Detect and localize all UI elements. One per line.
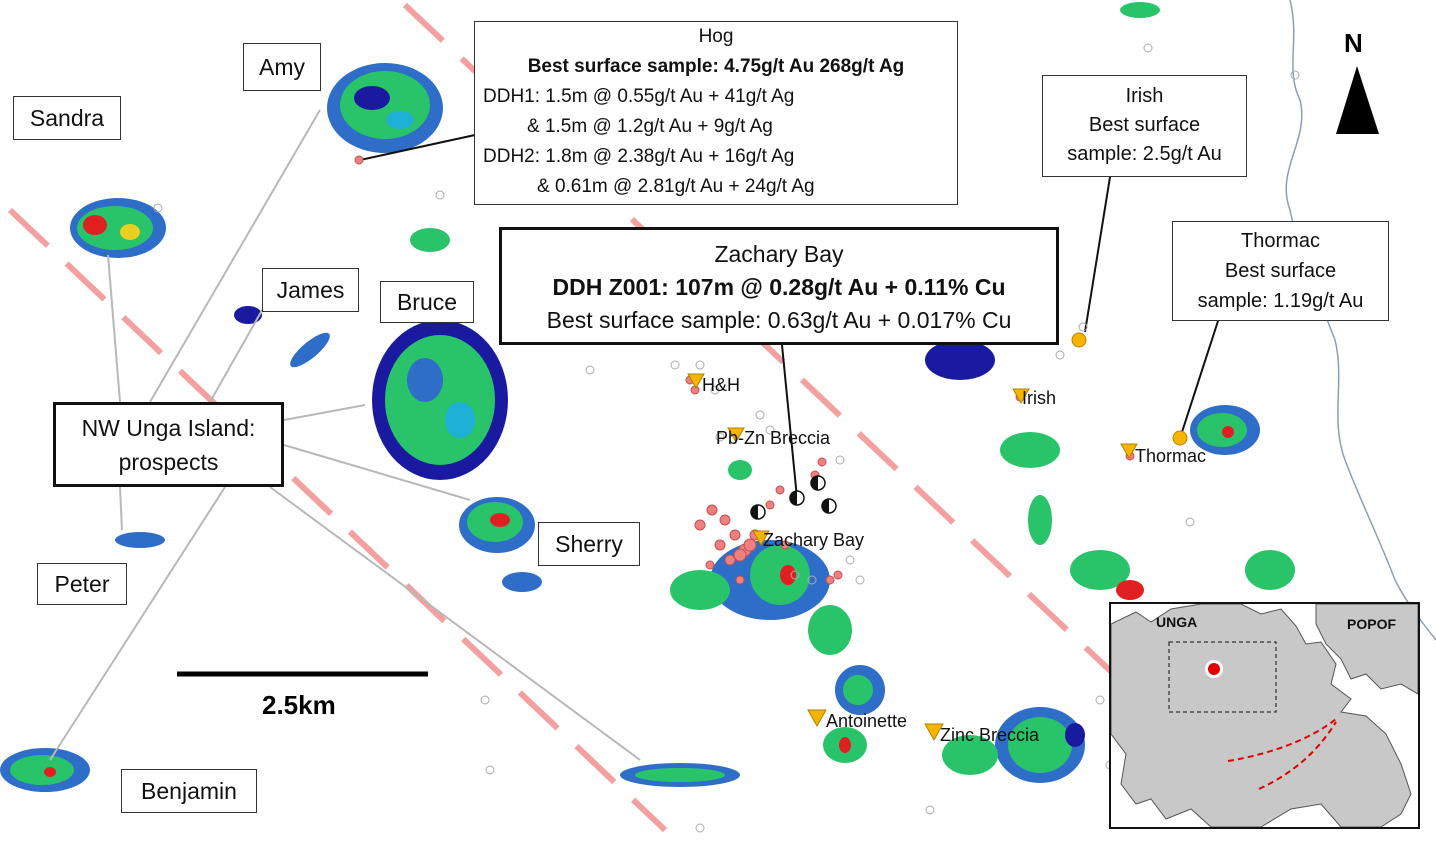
inset-map: UNGA POPOF xyxy=(1109,602,1420,829)
north-arrow-icon xyxy=(1336,66,1379,134)
inset-map-graphic xyxy=(1111,604,1418,827)
place-thormac: Thormac xyxy=(1135,446,1207,466)
thormac-gold-dot xyxy=(1172,430,1188,446)
place-zinc-breccia: Zinc Breccia xyxy=(940,725,1040,745)
hog-title: Hog xyxy=(698,26,734,47)
label-amy: Amy xyxy=(243,43,321,91)
thormac-title: Thormac xyxy=(1241,230,1320,252)
label-benjamin: Benjamin xyxy=(121,769,257,813)
alteration-thormac xyxy=(1190,405,1295,590)
hog-callout: Hog Best surface sample: 4.75g/t Au 268g… xyxy=(474,21,958,205)
zachary-leader xyxy=(781,344,798,499)
alteration-antoinette xyxy=(620,727,867,787)
alteration-james xyxy=(234,306,330,368)
label-sandra: Sandra xyxy=(13,96,121,140)
unga-island-shape xyxy=(1111,604,1412,827)
north-label: N xyxy=(1344,28,1363,58)
popof-island-shape xyxy=(1315,604,1418,695)
zachary-title: Zachary Bay xyxy=(714,241,844,267)
inset-fault-1 xyxy=(1227,718,1337,762)
inset-study-area xyxy=(1168,641,1277,713)
irish-gold-dot xyxy=(1071,332,1087,348)
nw-unga-line1: NW Unga Island: xyxy=(81,415,256,441)
nw-unga-leaders xyxy=(49,109,641,761)
inset-label-unga: UNGA xyxy=(1156,614,1198,630)
drill-holes xyxy=(750,475,837,520)
alteration-zinc-breccia xyxy=(942,707,1085,783)
label-peter: Peter xyxy=(37,563,127,605)
zachary-bay-callout: Zachary Bay DDH Z001: 107m @ 0.28g/t Au … xyxy=(499,227,1059,345)
label-bruce: Bruce xyxy=(380,281,474,323)
irish-line2: Best surface xyxy=(1088,114,1201,136)
inset-label-popof: POPOF xyxy=(1347,616,1397,632)
inset-fault-2 xyxy=(1258,721,1337,790)
scale-label: 2.5km xyxy=(262,690,336,720)
irish-title: Irish xyxy=(1125,85,1164,107)
place-zachary-bay: Zachary Bay xyxy=(763,530,865,550)
thormac-callout: Thormac Best surface sample: 1.19g/t Au xyxy=(1172,221,1389,321)
place-pbzn-breccia: Pb-Zn Breccia xyxy=(716,428,831,448)
place-antoinette: Antoinette xyxy=(826,711,908,731)
alteration-benjamin xyxy=(0,748,90,792)
irish-line3: sample: 2.5g/t Au xyxy=(1067,143,1222,165)
hog-leader xyxy=(359,134,476,161)
nw-unga-prospects-box: NW Unga Island: prospects xyxy=(53,402,284,487)
alteration-zachary xyxy=(670,460,885,715)
alteration-amy xyxy=(327,63,443,153)
zachary-ddh: DDH Z001: 107m @ 0.28g/t Au + 0.11% Cu xyxy=(552,274,1006,300)
prospect-markers xyxy=(687,373,1138,742)
nw-unga-line2: prospects xyxy=(118,449,219,475)
open-samples xyxy=(153,43,1300,833)
thormac-line3: sample: 1.19g/t Au xyxy=(1197,290,1364,312)
place-hh: H&H xyxy=(702,375,741,395)
thormac-leader xyxy=(1181,320,1219,433)
label-james: James xyxy=(262,268,359,312)
surface-samples xyxy=(354,155,1135,585)
hog-ddh1a: DDH1: 1.5m @ 0.55g/t Au + 41g/t Ag xyxy=(483,86,795,107)
hog-ddh2b: & 0.61m @ 2.81g/t Au + 24g/t Ag xyxy=(537,176,815,197)
fault-line-2 xyxy=(7,207,668,833)
alteration-irish xyxy=(925,340,1144,600)
alteration-sherry xyxy=(459,497,542,592)
irish-callout: Irish Best surface sample: 2.5g/t Au xyxy=(1042,75,1247,177)
alteration-peter xyxy=(115,532,165,548)
irish-leader xyxy=(1084,176,1111,333)
alteration-bruce xyxy=(372,320,508,480)
hog-best-sample: Best surface sample: 4.75g/t Au 268g/t A… xyxy=(527,56,905,77)
hog-ddh1b: & 1.5m @ 1.2g/t Au + 9g/t Ag xyxy=(527,116,773,137)
alteration-misc xyxy=(410,2,1160,252)
hog-ddh2a: DDH2: 1.8m @ 2.38g/t Au + 16g/t Ag xyxy=(483,146,795,167)
thormac-line2: Best surface xyxy=(1224,260,1337,282)
alteration-sandra xyxy=(70,198,166,258)
label-sherry: Sherry xyxy=(538,522,640,566)
zachary-best-sample: Best surface sample: 0.63g/t Au + 0.017%… xyxy=(546,307,1012,333)
coastline xyxy=(1285,0,1436,641)
place-irish: Irish xyxy=(1022,388,1057,408)
